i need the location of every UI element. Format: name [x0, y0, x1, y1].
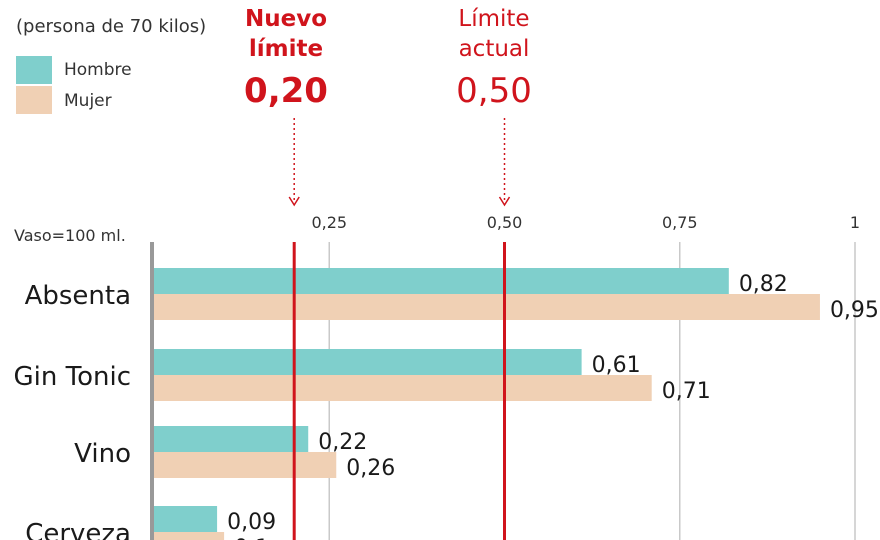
y-axis-line: [150, 242, 154, 540]
category-label: Gin Tonic: [14, 362, 131, 392]
category-label: Vino: [74, 439, 131, 469]
bar-hombre: [154, 426, 309, 452]
bar-mujer: [154, 452, 337, 478]
bar-mujer: [154, 294, 820, 320]
new-limit-line1: Nuevo: [244, 6, 328, 32]
x-tick-label: 0,25: [311, 213, 347, 232]
legend-label-hombre: Hombre: [64, 60, 132, 80]
new-limit-line-arrowhead: [288, 196, 300, 207]
bar-hombre: [154, 349, 582, 375]
data-label: 0,71: [662, 379, 711, 404]
bar-hombre: [154, 268, 729, 294]
new-limit-value: 0,20: [244, 71, 328, 111]
data-label: 0,26: [346, 456, 395, 481]
category-label: Absenta: [25, 281, 131, 311]
category-label: Cerveza: [25, 519, 131, 540]
legend-swatch-mujer: [16, 86, 52, 114]
legend-swatch-hombre: [16, 56, 52, 84]
unit-note: Vaso=100 ml.: [14, 226, 126, 245]
data-label: 0,82: [739, 272, 788, 297]
current-limit-line2: actual: [458, 36, 530, 62]
bar-mujer: [154, 532, 225, 540]
bar-mujer: [154, 375, 652, 401]
data-label: 0,95: [830, 298, 879, 323]
chart-subtitle: (persona de 70 kilos): [16, 16, 207, 37]
x-tick-label: 0,75: [662, 213, 698, 232]
new-limit-line2: límite: [248, 36, 324, 62]
data-label: 0,22: [318, 430, 367, 455]
data-label: 0,09: [227, 510, 276, 535]
data-label: 0,1: [234, 536, 269, 540]
x-tick-label: 0,50: [487, 213, 523, 232]
data-label: 0,61: [592, 353, 641, 378]
current-limit-line1: Límite: [458, 6, 530, 32]
bar-hombre: [154, 506, 218, 532]
current-limit-value: 0,50: [456, 71, 532, 111]
legend-label-mujer: Mujer: [64, 91, 112, 111]
current-limit-line-arrowhead: [498, 196, 511, 207]
current-limit-label: Límite actual 0,50: [424, 4, 564, 111]
x-tick-label: 1: [850, 213, 860, 232]
new-limit-label: Nuevo límite 0,20: [216, 4, 356, 111]
